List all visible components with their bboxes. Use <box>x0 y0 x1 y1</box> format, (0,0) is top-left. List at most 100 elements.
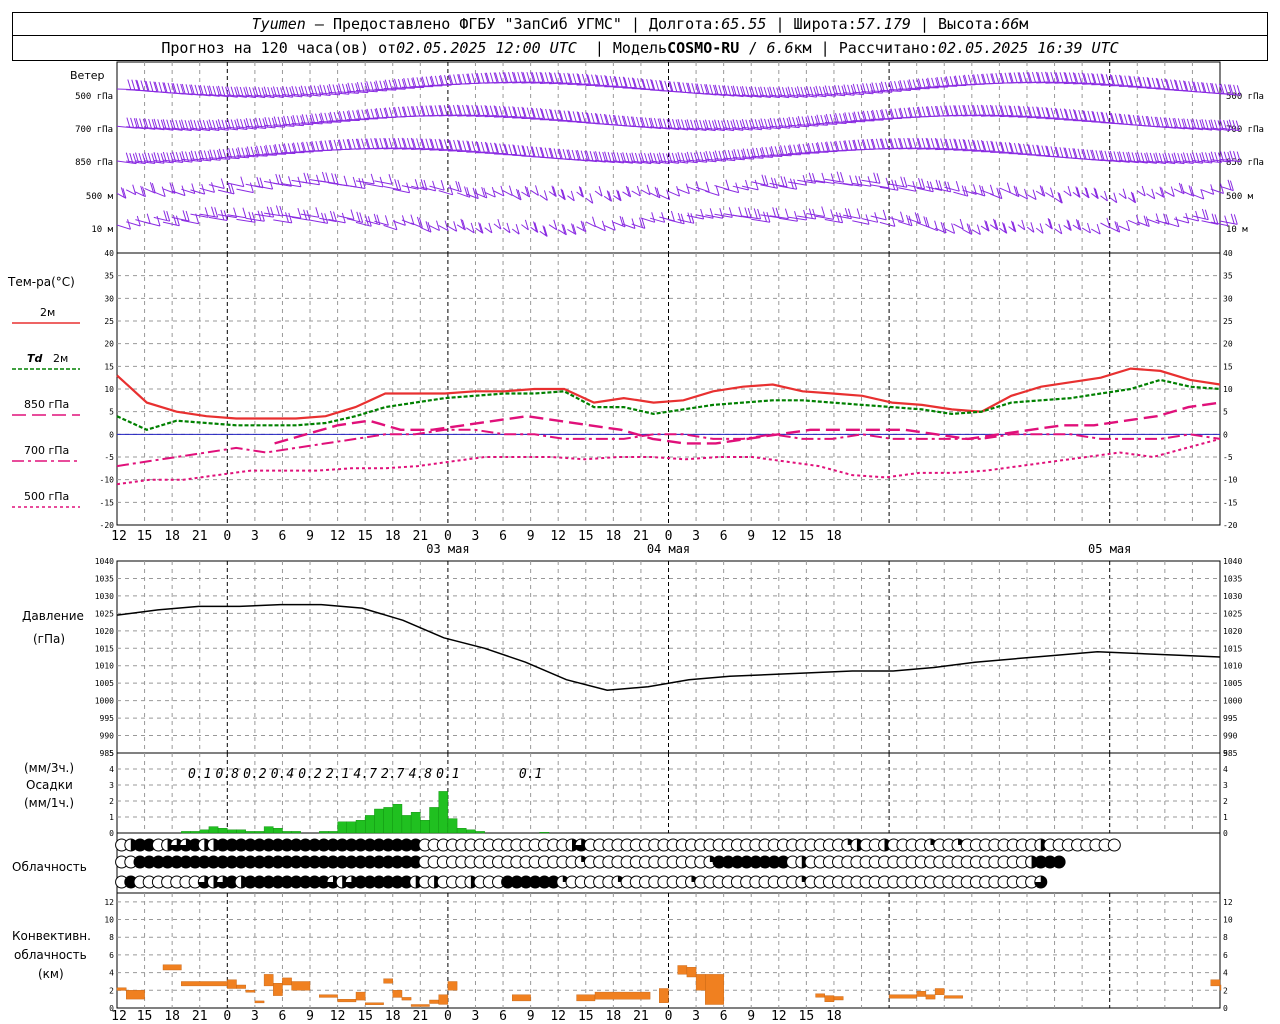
precip-3h-total: 0.1 <box>519 767 542 782</box>
wind-barb <box>916 137 939 150</box>
wind-barb <box>567 73 590 85</box>
wind-barb <box>144 182 156 194</box>
wind-barb <box>218 86 239 98</box>
precip-bar <box>374 808 384 834</box>
precip-unit1-label: (мм/1ч.) <box>24 796 75 810</box>
wind-barb <box>199 149 221 161</box>
time-tick-mid: 3 <box>251 529 259 544</box>
temp-ytick-left: 15 <box>104 362 114 371</box>
wind-barb <box>604 76 627 88</box>
wind-barb <box>659 189 671 201</box>
wind-barb <box>585 216 596 228</box>
cloud-cover-fill <box>235 856 248 868</box>
wind-barb <box>778 211 798 222</box>
precip-bar <box>475 831 485 834</box>
wind-barb <box>420 75 443 87</box>
cloud-cover-fill <box>244 876 257 888</box>
wind-barb <box>751 174 769 186</box>
wind-barb <box>861 82 884 94</box>
wind-barb <box>1035 185 1046 197</box>
wind-barb <box>291 141 315 153</box>
cloud-cover-fill <box>520 876 532 888</box>
wind-barb <box>199 182 215 193</box>
wind-barb <box>843 208 861 219</box>
series-td2m-line <box>116 378 1221 431</box>
precip-bar <box>181 831 191 834</box>
conv-cloud-bar <box>365 1002 384 1005</box>
wind-barb <box>907 78 930 90</box>
wind-barb <box>1146 188 1156 200</box>
cloud-cover-fill <box>713 856 726 868</box>
wind-barb <box>1164 186 1175 197</box>
wind-barb <box>420 138 443 151</box>
time-tick-bottom: 21 <box>412 1009 428 1024</box>
wind-barb <box>769 117 791 129</box>
wind-barb <box>677 212 695 224</box>
wind-barb <box>1164 216 1180 228</box>
wind-barb <box>604 220 616 231</box>
cloud-cover-fill <box>336 856 349 868</box>
wind-barb <box>751 118 772 130</box>
cloud-cover-fill <box>308 839 321 851</box>
wind-barb <box>208 178 225 189</box>
cloud-cover-fill <box>189 856 202 868</box>
wind-barb <box>1118 220 1131 232</box>
wind-barb <box>1026 189 1037 201</box>
cloud-cover-fill <box>244 856 257 868</box>
pressure-ytick-right: 1035 <box>1223 574 1242 583</box>
conv-cloud-bar <box>705 974 724 1005</box>
wind-barb <box>843 83 865 96</box>
pressure-ytick-left: 995 <box>100 714 115 723</box>
wind-barb <box>613 189 622 202</box>
precip-bar <box>401 815 412 834</box>
wind-barb <box>346 109 370 121</box>
wind-barb <box>594 151 616 164</box>
wind-barb <box>153 186 166 198</box>
wind-barb <box>218 147 240 160</box>
wind-barb <box>245 176 264 189</box>
time-tick-bottom: 9 <box>306 1009 314 1024</box>
cloud-cover-fill <box>262 876 275 888</box>
series-t500-line <box>116 437 1221 486</box>
series-t850-line <box>274 401 1221 445</box>
cloud-cover-fill <box>382 876 395 888</box>
wind-barb <box>668 118 689 131</box>
wind-barb <box>971 224 981 236</box>
wind-barb <box>861 172 881 184</box>
wind-barb <box>576 150 598 163</box>
cloud-cover-fill <box>749 856 762 868</box>
conv-label-1: Конвективн. <box>12 929 91 943</box>
cloud-cover-fill <box>308 856 321 868</box>
wind-barb <box>1210 215 1229 227</box>
wind-barb <box>172 151 193 163</box>
temp-ytick-right: -10 <box>1223 476 1238 485</box>
wind-barb <box>631 152 652 165</box>
legend-td-symbol: Td <box>27 352 43 365</box>
wind-barb <box>337 82 360 94</box>
conv-cloud-bar <box>116 987 127 991</box>
temp-ytick-right: 30 <box>1223 294 1233 303</box>
wind-barb <box>696 119 716 132</box>
wind-barb <box>245 117 267 129</box>
wind-barb <box>1155 213 1170 225</box>
wind-barb <box>723 119 744 131</box>
time-tick-mid: 21 <box>412 529 428 544</box>
wind-barb <box>484 105 507 118</box>
wind-barb <box>806 114 829 126</box>
wind-barb <box>732 207 752 219</box>
wind-barb <box>245 86 266 99</box>
precip-bar <box>227 829 237 834</box>
wind-barb <box>1210 151 1232 163</box>
wind-barb <box>815 173 835 184</box>
temp-ytick-left: 40 <box>104 249 114 258</box>
wind-barb <box>797 86 818 98</box>
wind-barb <box>870 177 890 189</box>
cloud-cover-fill <box>1034 856 1047 868</box>
wind-barb <box>879 216 896 227</box>
wind-barb <box>254 178 274 190</box>
wind-barb <box>227 86 248 98</box>
precip-bar <box>236 829 246 834</box>
wind-barb <box>1072 219 1082 231</box>
cloud-cover-fill <box>722 856 735 868</box>
